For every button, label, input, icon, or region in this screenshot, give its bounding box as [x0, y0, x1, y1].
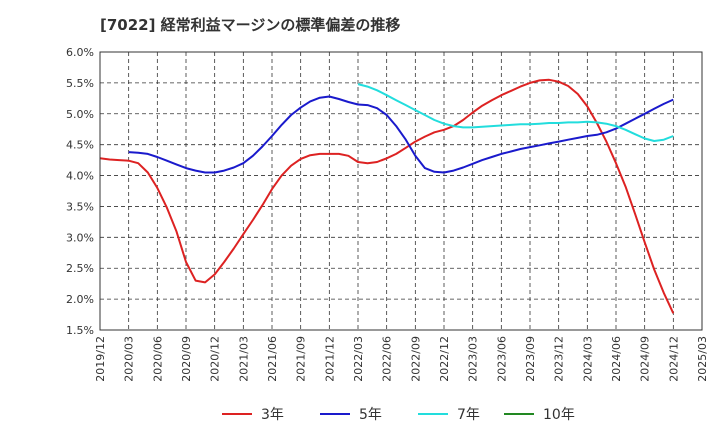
x-tick-label: 2023/03	[467, 336, 480, 382]
x-tick-label: 2020/06	[151, 336, 164, 382]
legend-item: 10年	[504, 402, 575, 426]
series-line-7年	[357, 83, 674, 142]
legend-swatch	[320, 413, 350, 415]
x-tick-label: 2023/12	[553, 336, 566, 382]
legend-item: 5年	[320, 402, 382, 426]
x-tick-label: 2024/06	[610, 336, 623, 382]
legend: 3年 5年 7年 10年	[0, 402, 720, 426]
series-line-3年	[99, 78, 675, 314]
y-axis-ticks: 1.5% 2.0% 2.5% 3.0% 3.5% 4.0% 4.5% 5.0% 5.5% 6.0%	[66, 46, 94, 337]
x-tick-label: 2020/03	[123, 336, 136, 382]
y-tick-label: 4.0%	[66, 170, 94, 183]
x-tick-label: 2021/12	[323, 336, 336, 382]
x-tick-label: 2024/09	[639, 336, 652, 382]
legend-label: 7年	[457, 407, 480, 423]
x-tick-label: 2020/09	[180, 336, 193, 382]
x-tick-label: 2022/09	[409, 336, 422, 382]
y-tick-label: 6.0%	[66, 46, 94, 59]
y-tick-label: 3.0%	[66, 231, 94, 244]
plot-frame	[99, 51, 703, 331]
y-tick-label: 2.5%	[66, 262, 94, 275]
x-tick-label: 2021/03	[237, 336, 250, 382]
y-tick-label: 1.5%	[66, 324, 94, 337]
legend-label: 10年	[543, 407, 575, 423]
x-tick-label: 2023/06	[495, 336, 508, 382]
x-tick-label: 2025/03	[696, 336, 709, 382]
grid-layer	[99, 51, 703, 331]
x-tick-label: 2021/06	[266, 336, 279, 382]
series-layer	[99, 78, 675, 314]
x-tick-label: 2022/06	[381, 336, 394, 382]
x-tick-label: 2022/03	[352, 336, 365, 382]
x-tick-label: 2024/12	[667, 336, 680, 382]
x-axis-ticks: 2019/12 2020/03 2020/06 2020/09 2020/12 2021/…	[94, 336, 709, 382]
legend-swatch	[222, 413, 252, 415]
series-line-5年	[128, 95, 674, 174]
x-tick-label: 2021/09	[295, 336, 308, 382]
legend-label: 5年	[359, 407, 382, 423]
y-tick-label: 3.5%	[66, 200, 94, 213]
x-tick-label: 2022/12	[438, 336, 451, 382]
y-tick-label: 5.0%	[66, 108, 94, 121]
x-tick-label: 2019/12	[94, 336, 107, 382]
x-tick-label: 2024/03	[581, 336, 594, 382]
x-tick-label: 2023/09	[524, 336, 537, 382]
y-tick-label: 4.5%	[66, 139, 94, 152]
legend-swatch	[504, 413, 534, 415]
x-tick-label: 2020/12	[209, 336, 222, 382]
y-tick-label: 2.0%	[66, 293, 94, 306]
legend-swatch	[418, 413, 448, 415]
legend-item: 7年	[418, 402, 480, 426]
chart-title: [7022] 経常利益マージンの標準偏差の推移	[100, 16, 401, 34]
y-tick-label: 5.5%	[66, 77, 94, 90]
legend-item: 3年	[222, 402, 284, 426]
legend-label: 3年	[261, 407, 284, 423]
